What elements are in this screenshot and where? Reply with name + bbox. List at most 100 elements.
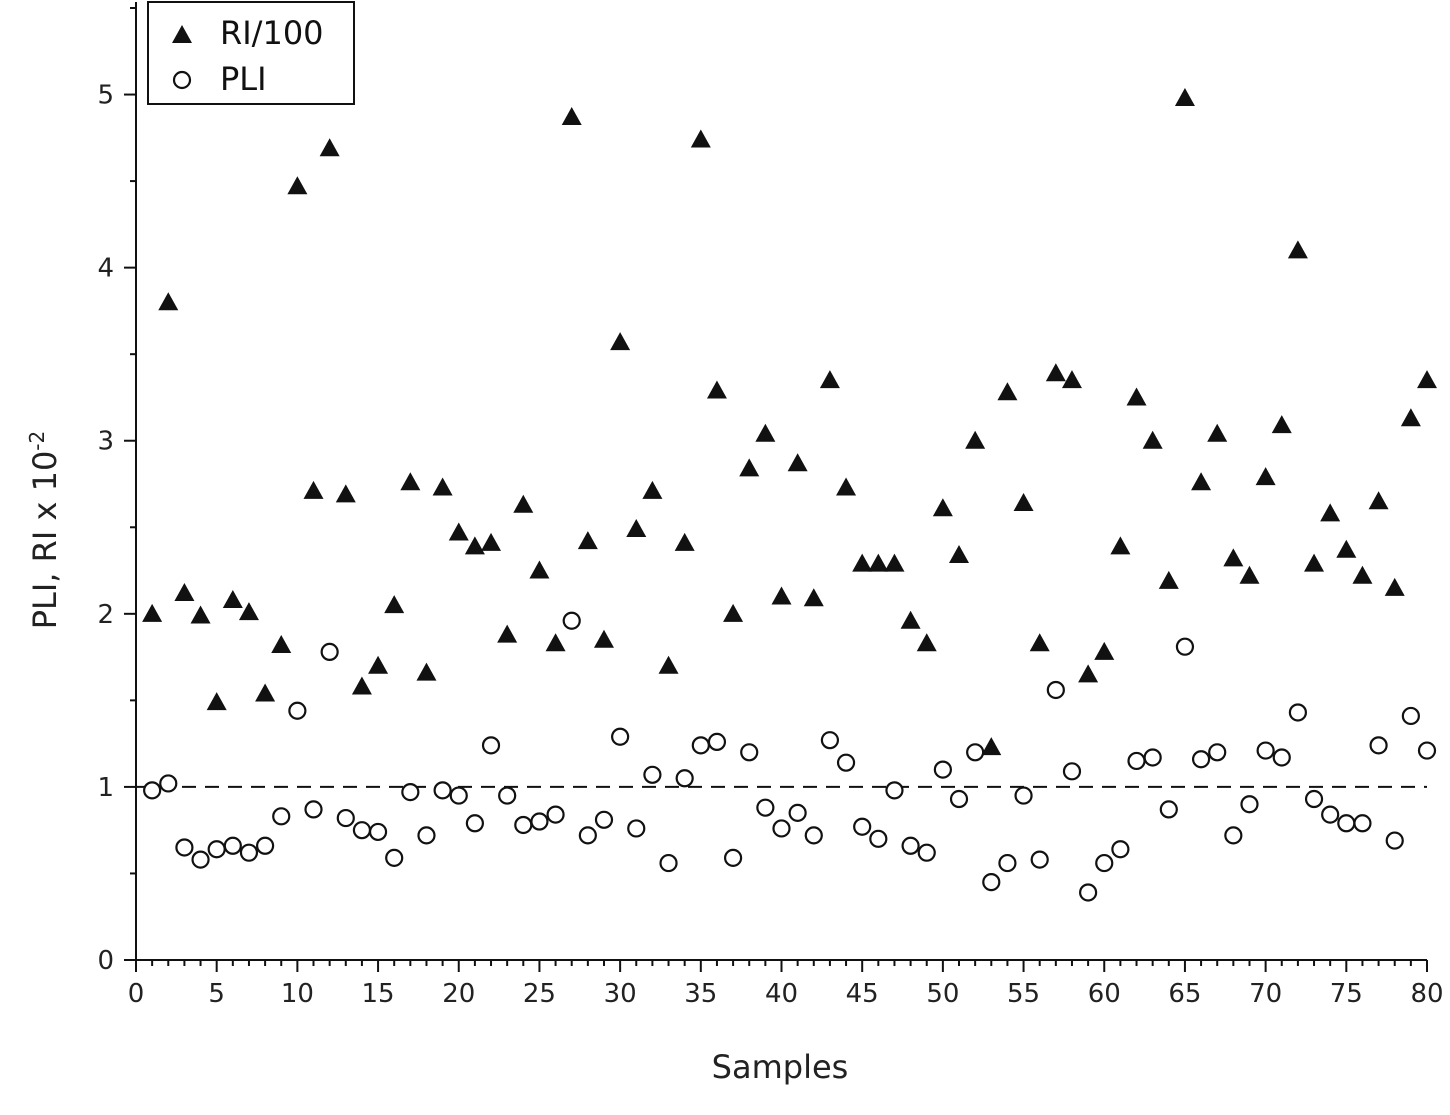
x-tick-label: 35 (684, 979, 717, 1009)
pli-point (982, 873, 1001, 892)
legend-label-ri: RI/100 (220, 14, 324, 52)
pli-point (1321, 805, 1340, 824)
ri-point (1384, 577, 1405, 596)
ri-point (1207, 423, 1228, 442)
x-tick-label: 40 (765, 979, 798, 1009)
pli-point (272, 807, 291, 826)
pli-point (320, 642, 339, 661)
ri-point (1174, 88, 1195, 107)
pli-point (1127, 751, 1146, 771)
ri-point (819, 370, 840, 389)
ri-point (981, 737, 1002, 756)
ri-point (949, 544, 970, 563)
pli-point (481, 736, 501, 755)
ri-point (335, 484, 356, 503)
ri-point (593, 629, 614, 648)
pli-point (1240, 795, 1259, 814)
pli-point (546, 805, 565, 824)
pli-point (401, 783, 420, 802)
ri-point (626, 519, 647, 538)
pli-point (578, 826, 597, 845)
ri-point (1142, 430, 1163, 449)
x-tick-label: 45 (846, 979, 879, 1009)
ri-point (1304, 553, 1325, 572)
ri-point (1110, 536, 1131, 555)
x-tick-label: 10 (281, 979, 314, 1009)
ri-point (1158, 570, 1179, 589)
pli-point (1304, 789, 1324, 809)
ri-point (706, 380, 727, 399)
ri-point (932, 498, 953, 517)
pli-point (611, 727, 630, 746)
ri-point (1078, 664, 1099, 683)
x-tick-label: 80 (1410, 979, 1443, 1009)
pli-point (707, 732, 727, 752)
x-tick-label: 60 (1088, 979, 1121, 1009)
ri-point (1368, 491, 1389, 510)
pli-point (1046, 680, 1065, 700)
ri-point (1045, 363, 1066, 382)
ri-point (1061, 370, 1082, 389)
ri-point (997, 382, 1018, 401)
ri-point (1223, 548, 1244, 567)
pli-point (143, 781, 162, 800)
y-tick-label: 0 (97, 946, 114, 976)
pli-point (594, 810, 614, 829)
y-tick-label: 5 (97, 81, 114, 111)
pli-point (1208, 743, 1227, 762)
y-tick-label: 3 (97, 427, 114, 457)
pli-point (336, 808, 355, 828)
ri-point (739, 458, 760, 477)
pli-point (239, 843, 259, 862)
ri-point (1126, 387, 1147, 406)
ri-point (464, 536, 485, 555)
ri-point (206, 692, 227, 711)
ri-point (529, 560, 550, 579)
pli-point (740, 743, 759, 762)
pli-point (723, 848, 743, 867)
pli-point (1159, 800, 1178, 819)
pli-point (804, 826, 823, 845)
y-axis-title: PLI, RI x 10-2 (25, 431, 64, 630)
x-tick-label: 65 (1168, 979, 1201, 1009)
pli-point (514, 815, 533, 835)
pli-point (675, 769, 694, 788)
pli-point (417, 826, 436, 845)
x-tick-label: 5 (208, 979, 225, 1009)
ri-point (1029, 633, 1050, 652)
ri-point (158, 292, 179, 311)
ri-point (755, 423, 776, 442)
x-axis: 0 5 10 15 20 25 30 35 40 45 50 55 60 65 70 75 80 (128, 960, 1444, 1009)
pli-point (853, 817, 872, 836)
pli-point (836, 753, 856, 772)
ri-point (836, 477, 857, 496)
pli-point (933, 760, 952, 779)
ri-point (1417, 370, 1437, 389)
ri-point (771, 586, 792, 605)
y-tick-label: 1 (97, 773, 114, 803)
pli-point (288, 701, 307, 720)
y-axis-title-exponent: -2 (25, 431, 49, 451)
pli-point (1175, 637, 1195, 656)
pli-point (627, 819, 646, 838)
pli-point (1014, 786, 1033, 805)
pli-point (691, 736, 710, 755)
ri-point (351, 676, 372, 695)
ri-point (658, 655, 679, 674)
legend-triangle-marker (172, 25, 192, 43)
ri-point (561, 107, 582, 126)
pli-point (917, 843, 936, 862)
x-tick-label: 30 (604, 979, 637, 1009)
legend-label-pli: PLI (220, 60, 267, 98)
pli-point (530, 812, 549, 831)
ri-point (1094, 641, 1115, 660)
ri-point (852, 553, 873, 572)
ri-point (642, 480, 663, 499)
pli-point (1256, 741, 1275, 760)
pli-point (659, 853, 678, 873)
series-ri (142, 88, 1437, 756)
series-layer (142, 88, 1437, 902)
pli-point (1288, 703, 1308, 722)
pli-point (1401, 706, 1420, 726)
pli-point (788, 803, 807, 822)
